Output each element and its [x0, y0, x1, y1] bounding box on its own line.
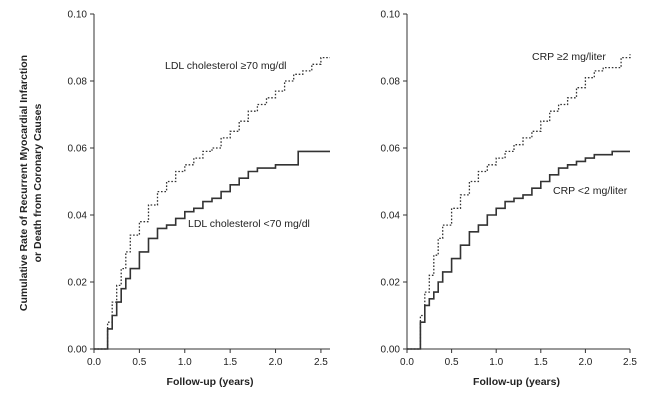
- y-tick-label: 0.08: [381, 77, 401, 88]
- x-tick-label: 0.0: [87, 357, 101, 368]
- x-tick-label: 1.5: [223, 357, 237, 368]
- y-tick-label: 0.02: [381, 278, 401, 289]
- y-axis-title-line-1: Cumulative Rate of Recurrent Myocardial …: [18, 55, 30, 311]
- x-tick-label: 1.0: [489, 357, 503, 368]
- series-annotation: CRP <2 mg/liter: [553, 185, 628, 197]
- x-tick-label: 0.5: [132, 357, 146, 368]
- x-tick-label: 0.0: [400, 357, 414, 368]
- y-tick-label: 0.04: [68, 211, 88, 222]
- series-annotation: CRP ≥2 mg/liter: [532, 51, 606, 63]
- x-tick-label: 2.0: [578, 357, 592, 368]
- x-axis-title: Follow-up (years): [473, 376, 560, 388]
- dotted-series-line: [94, 56, 330, 350]
- y-tick-label: 0.10: [381, 10, 401, 21]
- y-tick-label: 0.06: [381, 144, 401, 155]
- y-tick-label: 0.08: [68, 77, 88, 88]
- x-tick-label: 2.5: [623, 357, 637, 368]
- ldl-panel: 0.00 0.02 0.04 0.06 0.08 0.10 0.0 0.5 1.0 1.5 2.0 2…: [68, 10, 330, 388]
- y-tick-label: 0.00: [381, 345, 401, 356]
- crp-panel: 0.00 0.02 0.04 0.06 0.08 0.10 0.0 0.5 1.0 1.5 2.0 2…: [381, 10, 638, 389]
- y-tick-label: 0.10: [68, 10, 88, 21]
- x-tick-label: 2.0: [269, 357, 283, 368]
- series-annotation: LDL cholesterol <70 mg/dl: [188, 218, 310, 230]
- y-tick-label: 0.00: [68, 345, 88, 356]
- solid-series-line: [94, 150, 330, 350]
- y-tick-label: 0.04: [381, 211, 401, 222]
- x-tick-label: 1.0: [178, 357, 192, 368]
- y-axis-title-line-2: or Death from Coronary Causes: [32, 103, 44, 262]
- x-tick-label: 1.5: [534, 357, 548, 368]
- x-axis-title: Follow-up (years): [167, 376, 254, 388]
- y-tick-label: 0.02: [68, 278, 88, 289]
- x-tick-label: 0.5: [445, 357, 459, 368]
- solid-series-line: [407, 150, 630, 350]
- x-tick-label: 2.5: [314, 357, 328, 368]
- y-tick-label: 0.06: [68, 144, 88, 155]
- series-annotation: LDL cholesterol ≥70 mg/dl: [165, 60, 287, 72]
- dotted-series-line: [407, 54, 631, 350]
